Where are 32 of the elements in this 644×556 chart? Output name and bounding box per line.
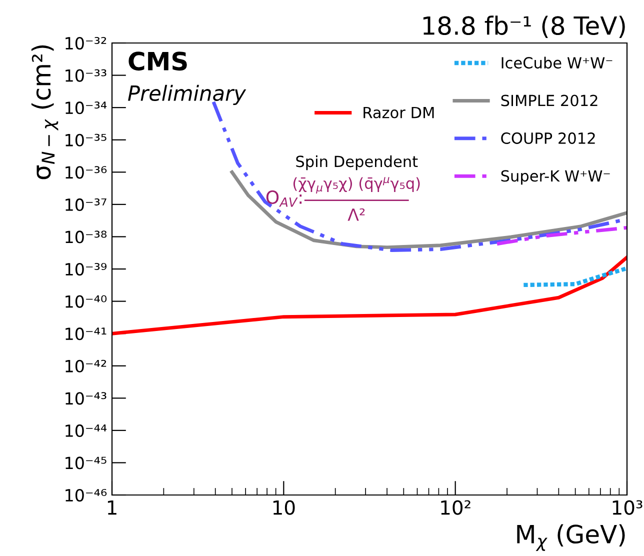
y-tick-label: 10⁻³⁶: [66, 166, 107, 179]
x-tick-label: 1: [108, 500, 116, 515]
y-tick-label: 10⁻³³: [66, 69, 106, 82]
y-tick-label: 10⁻³⁵: [66, 134, 106, 146]
y-tick-label: 10⁻⁴⁴: [66, 424, 107, 437]
legend-label: IceCube W⁺W⁻: [502, 56, 612, 69]
annotation: Λ²: [348, 208, 365, 221]
annotation: Spin Dependent: [296, 155, 418, 170]
chart-title: 18.8 fb⁻¹ (8 TeV): [423, 16, 625, 38]
y-tick-label: 10⁻³⁸: [66, 230, 107, 244]
y-axis-title: σ$_{N−χ}$ (cm²): [31, 45, 58, 180]
annotation: (χ̄γ$_{μ}$γ₅χ) (q̄γ$^{μ}$γ₅q): [293, 177, 420, 194]
legend-label: COUPP 2012: [501, 132, 595, 144]
y-tick-label: 10⁻⁴⁵: [66, 456, 106, 470]
x-tick-label: 10³: [612, 500, 642, 515]
legend-label: Razor DM: [364, 106, 434, 118]
legend-label: SIMPLE 2012: [501, 94, 598, 106]
y-tick-label: 10⁻³⁴: [66, 102, 107, 114]
x-tick-label: 10: [273, 500, 295, 515]
y-tick-label: 10⁻⁴³: [66, 392, 106, 405]
y-tick-label: 10⁻⁴⁰: [66, 295, 107, 308]
y-tick-label: 10⁻³⁹: [66, 262, 107, 276]
y-tick-label: 10⁻⁴²: [66, 360, 106, 372]
x-axis-title: M$_{χ}$ (GeV): [517, 524, 625, 551]
annotation: Preliminary: [128, 84, 246, 106]
legend-label: Super-K W⁺W⁻: [501, 170, 610, 185]
y-tick-label: 10⁻³⁷: [66, 198, 106, 211]
y-tick-label: 10⁻⁴⁶: [66, 488, 107, 502]
x-tick-label: 10²: [441, 500, 470, 515]
y-tick-label: 10⁻³²: [66, 36, 106, 50]
y-tick-label: 10⁻⁴¹: [66, 328, 106, 340]
annotation: CMS: [128, 52, 187, 71]
